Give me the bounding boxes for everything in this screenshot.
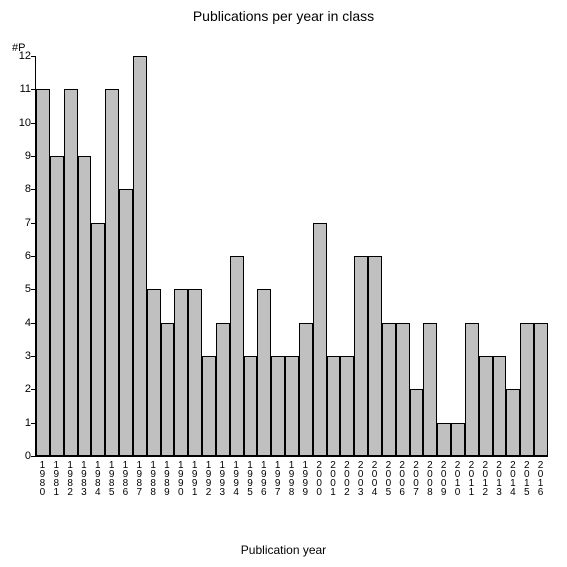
xtick-label: 2008 — [424, 460, 434, 496]
bar — [257, 289, 271, 456]
xtick-label: 1994 — [231, 460, 241, 496]
bar — [174, 289, 188, 456]
xtick-label: 2006 — [397, 460, 407, 496]
xtick-label: 2016 — [535, 460, 545, 496]
xtick-label: 2004 — [369, 460, 379, 496]
xtick-label: 1986 — [120, 460, 130, 496]
xtick-label: 1985 — [106, 460, 116, 496]
bar — [147, 289, 161, 456]
xtick-label: 1980 — [37, 460, 47, 496]
chart-container: Publications per year in class #P Public… — [0, 0, 567, 567]
bar — [188, 289, 202, 456]
xtick-label: 1987 — [134, 460, 144, 496]
xtick-label: 2002 — [341, 460, 351, 496]
plot-area — [35, 56, 548, 457]
xtick-label: 2012 — [480, 460, 490, 496]
bar — [368, 256, 382, 456]
bar — [327, 356, 341, 456]
xtick-label: 1988 — [148, 460, 158, 496]
bar — [465, 323, 479, 456]
bar — [396, 323, 410, 456]
bar — [520, 323, 534, 456]
xtick-label: 1996 — [258, 460, 268, 496]
ytick-mark — [31, 456, 35, 457]
xtick-label: 1984 — [92, 460, 102, 496]
ytick-mark — [31, 189, 35, 190]
xtick-label: 1981 — [51, 460, 61, 496]
bar — [285, 356, 299, 456]
bar — [91, 223, 105, 456]
xtick-label: 2013 — [494, 460, 504, 496]
bar — [133, 56, 147, 456]
xtick-label: 1990 — [175, 460, 185, 496]
bar — [410, 389, 424, 456]
xtick-label: 1982 — [65, 460, 75, 496]
bar — [50, 156, 64, 456]
xtick-label: 2011 — [466, 460, 476, 496]
xtick-label: 1997 — [272, 460, 282, 496]
bar — [493, 356, 507, 456]
xtick-label: 2007 — [411, 460, 421, 496]
bar — [36, 89, 50, 456]
bar — [382, 323, 396, 456]
bar — [437, 423, 451, 456]
xtick-label: 2001 — [328, 460, 338, 496]
xtick-label: 2014 — [507, 460, 517, 496]
bar — [119, 189, 133, 456]
chart-title: Publications per year in class — [0, 8, 567, 24]
xtick-label: 1998 — [286, 460, 296, 496]
xtick-label: 1991 — [189, 460, 199, 496]
ytick-mark — [31, 123, 35, 124]
bar — [78, 156, 92, 456]
ytick-mark — [31, 289, 35, 290]
bar — [271, 356, 285, 456]
bar — [479, 356, 493, 456]
xtick-label: 1993 — [217, 460, 227, 496]
ytick-label: 11 — [20, 83, 31, 95]
ytick-mark — [31, 423, 35, 424]
bar — [354, 256, 368, 456]
bar — [230, 256, 244, 456]
bar — [64, 89, 78, 456]
bar — [340, 356, 354, 456]
xtick-label: 1999 — [300, 460, 310, 496]
xtick-label: 1995 — [244, 460, 254, 496]
bar — [506, 389, 520, 456]
bar — [216, 323, 230, 456]
bar — [105, 89, 119, 456]
xtick-label: 2005 — [383, 460, 393, 496]
xtick-label: 2015 — [521, 460, 531, 496]
ytick-mark — [31, 389, 35, 390]
xtick-label: 1983 — [78, 460, 88, 496]
x-axis-label: Publication year — [0, 543, 567, 557]
ytick-mark — [31, 356, 35, 357]
bar — [451, 423, 465, 456]
bar — [244, 356, 258, 456]
bar — [161, 323, 175, 456]
ytick-mark — [31, 56, 35, 57]
ytick-label: 10 — [19, 117, 31, 129]
ytick-mark — [31, 256, 35, 257]
xtick-label: 2010 — [452, 460, 462, 496]
xtick-label: 1989 — [161, 460, 171, 496]
bar — [534, 323, 548, 456]
xtick-label: 1992 — [203, 460, 213, 496]
xtick-label: 2000 — [314, 460, 324, 496]
bar — [313, 223, 327, 456]
bar — [423, 323, 437, 456]
ytick-mark — [31, 156, 35, 157]
ytick-mark — [31, 89, 35, 90]
bar — [202, 356, 216, 456]
xtick-label: 2003 — [355, 460, 365, 496]
ytick-mark — [31, 323, 35, 324]
ytick-label: 12 — [19, 50, 31, 62]
ytick-mark — [31, 223, 35, 224]
xtick-label: 2009 — [438, 460, 448, 496]
bar — [299, 323, 313, 456]
